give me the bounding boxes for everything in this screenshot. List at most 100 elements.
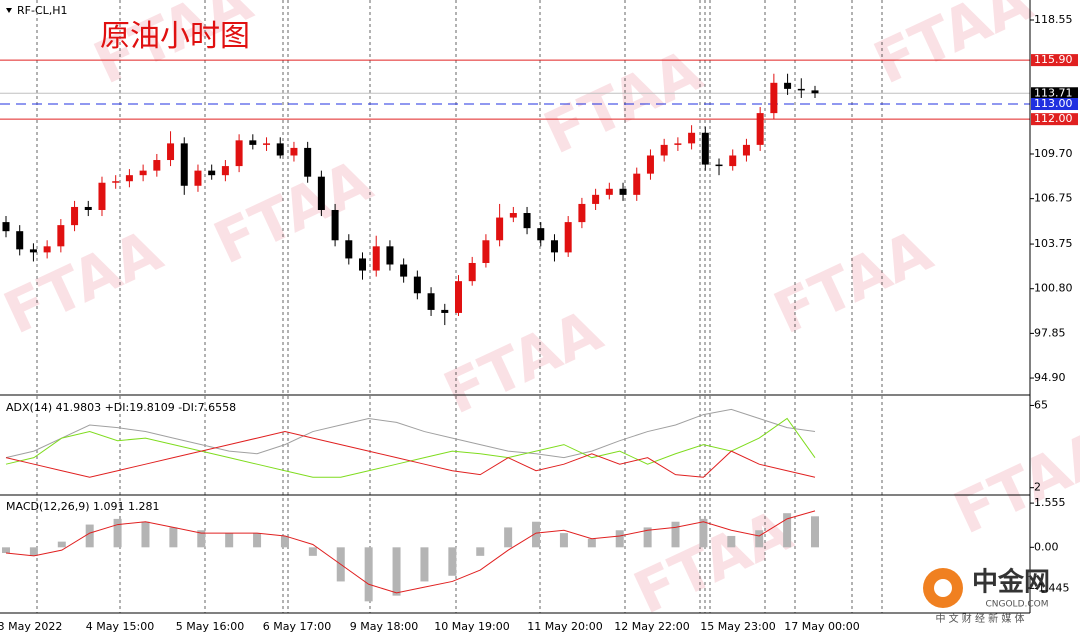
candle-body bbox=[482, 240, 490, 263]
candle-body bbox=[509, 213, 517, 218]
candle-body bbox=[674, 143, 682, 145]
candle-body bbox=[29, 249, 37, 253]
macd-bar bbox=[587, 538, 596, 548]
x-tick-label: 6 May 17:00 bbox=[263, 620, 331, 633]
candle-body bbox=[276, 143, 284, 156]
candle-body bbox=[290, 147, 298, 156]
candle-body bbox=[235, 140, 243, 167]
macd-bar bbox=[308, 547, 317, 556]
logo-name: 中金网 bbox=[972, 567, 1050, 598]
macd-bar bbox=[420, 547, 429, 582]
y-tick-label: 1.555 bbox=[1034, 496, 1066, 509]
macd-bar bbox=[727, 535, 736, 548]
candle-body bbox=[784, 82, 792, 89]
headline: 原油小时图 bbox=[100, 19, 250, 54]
x-tick-label: 3 May 2022 bbox=[0, 620, 62, 633]
logo-url: CNGOLD.COM bbox=[985, 600, 1048, 610]
candle-body bbox=[468, 262, 476, 282]
grid bbox=[36, 0, 883, 613]
candle-body bbox=[646, 155, 654, 174]
signal-line bbox=[5, 510, 816, 594]
macd-bar bbox=[253, 533, 262, 548]
indicator-line bbox=[5, 408, 816, 459]
candle-body bbox=[221, 166, 229, 176]
macd-bar bbox=[280, 535, 289, 548]
candle-body bbox=[496, 217, 504, 241]
candle-body bbox=[84, 206, 92, 210]
candle-body bbox=[427, 293, 435, 310]
y-tick-label: 103.75 bbox=[1034, 237, 1073, 250]
x-tick-label: 12 May 22:00 bbox=[614, 620, 689, 633]
candle-body bbox=[400, 264, 408, 277]
candle-body bbox=[578, 203, 586, 223]
candle-body bbox=[729, 155, 737, 167]
y-tick-label: 2 bbox=[1034, 481, 1041, 494]
macd-bar bbox=[113, 518, 122, 548]
candle-body bbox=[139, 170, 147, 176]
candle-body bbox=[98, 182, 106, 210]
indicator-line bbox=[5, 431, 816, 478]
candle-body bbox=[688, 132, 696, 144]
macd-bar bbox=[57, 541, 66, 548]
macd-bar bbox=[755, 530, 764, 548]
candle-body bbox=[263, 143, 271, 145]
macd-bar bbox=[811, 516, 819, 548]
plot bbox=[0, 59, 1030, 602]
candle-body bbox=[317, 176, 325, 210]
candle-body bbox=[71, 206, 79, 226]
macd-bar bbox=[392, 547, 401, 596]
level-tag bbox=[1031, 87, 1078, 100]
indicator-title: ADX(14) 41.9803 +DI:19.8109 -DI:7.6558 bbox=[6, 401, 236, 414]
candle-body bbox=[742, 144, 750, 156]
candle-body bbox=[304, 147, 312, 177]
candle-body bbox=[633, 173, 641, 195]
level-tag bbox=[1031, 113, 1078, 126]
candle-body bbox=[386, 246, 394, 265]
logo: 中金网 CNGOLD.COM 中 文 财 经 新 媒 体 bbox=[923, 567, 1050, 625]
indicator-title: MACD(12,26,9) 1.091 1.281 bbox=[6, 500, 160, 513]
candle-body bbox=[441, 309, 449, 313]
macd-bar bbox=[29, 547, 38, 556]
macd-bar bbox=[2, 547, 10, 554]
x-tick-label: 17 May 00:00 bbox=[784, 620, 859, 633]
candle-body bbox=[43, 246, 51, 253]
macd-bar bbox=[783, 513, 792, 548]
candle-body bbox=[16, 231, 24, 250]
y-tick-label: 97.85 bbox=[1034, 326, 1066, 339]
macd-bar bbox=[169, 527, 178, 548]
y-tick-label: 109.70 bbox=[1034, 147, 1073, 160]
macd-bar bbox=[225, 533, 234, 548]
candle-body bbox=[592, 194, 600, 204]
symbol-arrow bbox=[6, 8, 12, 13]
candle-body bbox=[2, 222, 10, 232]
macd-bar bbox=[699, 518, 708, 548]
symbol: RF-CL,H1 bbox=[17, 4, 68, 17]
logo-icon bbox=[934, 579, 952, 597]
level-label: 112.00 bbox=[1034, 112, 1073, 125]
macd-bar bbox=[532, 521, 541, 548]
candle-body bbox=[564, 222, 572, 253]
candle-body bbox=[249, 140, 257, 145]
macd-bar bbox=[643, 527, 652, 548]
candle-body bbox=[701, 132, 709, 165]
y-tick-label: 106.75 bbox=[1034, 192, 1073, 205]
x-tick-label: 5 May 16:00 bbox=[176, 620, 244, 633]
axis: 118.55 109.70 106.75 103.75 100.80 97.85 94.90… bbox=[0, 13, 1078, 633]
level-label: 113.71 bbox=[1034, 86, 1073, 99]
level-label: 115.90 bbox=[1034, 53, 1073, 66]
macd-bar bbox=[504, 527, 513, 548]
macd-bar bbox=[615, 530, 624, 548]
x-tick-label: 4 May 15:00 bbox=[86, 620, 154, 633]
candle-body bbox=[770, 82, 778, 114]
candle-body bbox=[153, 160, 161, 171]
candle-body bbox=[660, 144, 668, 156]
y-tick-label: 100.80 bbox=[1034, 282, 1073, 295]
y-tick-label: 118.55 bbox=[1034, 13, 1073, 26]
candle-body bbox=[811, 90, 819, 94]
candle-body bbox=[359, 258, 367, 271]
y-tick-label: 65 bbox=[1034, 398, 1048, 411]
candle-body bbox=[208, 170, 216, 176]
macd-bar bbox=[671, 521, 680, 548]
